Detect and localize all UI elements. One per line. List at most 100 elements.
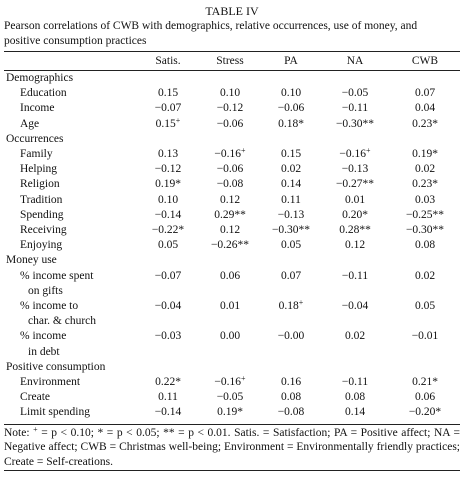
row-label-line: char. & church — [28, 315, 97, 328]
cell-significance: + — [298, 298, 304, 308]
cell: −0.00 — [277, 330, 305, 343]
cell: −0.11 — [341, 269, 369, 282]
table-head: Satis. Stress PA NA CWB — [4, 51, 460, 71]
cell-value: −0.16 — [214, 148, 242, 161]
note-text: Note: — [4, 426, 34, 439]
section-heading: Money use — [6, 254, 57, 267]
cell: 0.05 — [280, 239, 302, 252]
row-label: Education — [4, 86, 138, 101]
row-label: Receiving — [4, 223, 138, 238]
cell: 0.07 — [414, 87, 436, 100]
data-row: Income −0.07 −0.12 −0.06 −0.11 0.04 — [4, 101, 460, 116]
data-row: Education 0.15 0.10 0.10 −0.05 0.07 — [4, 86, 460, 101]
cell: 0.08 — [344, 391, 366, 404]
row-label-line: Receiving — [20, 224, 67, 237]
column-header: NA — [346, 55, 364, 67]
table-note: Note: + = p < 0.10; * = p < 0.05; ** = p… — [4, 423, 460, 472]
cell: −0.06 — [216, 163, 244, 176]
cell: 0.29** — [214, 208, 246, 221]
cell: 0.02 — [414, 269, 436, 282]
cell: −0.12 — [216, 102, 244, 115]
section-heading: Demographics — [6, 72, 74, 84]
row-label-line: Age — [20, 117, 40, 130]
cell: −0.07 — [154, 102, 182, 115]
cell: 0.15+ — [138, 115, 198, 132]
cell: 0.08 — [280, 391, 302, 404]
row-label: Spending — [4, 208, 138, 223]
row-label-line: Spending — [20, 208, 64, 221]
cell: 0.12 — [219, 224, 241, 237]
cell: 0.01 — [344, 193, 366, 206]
data-row: Limit spending −0.14 0.19* −0.08 0.14 −0.20* — [4, 405, 460, 420]
note-text: = p < 0.10; * = p < 0.05; ** = p < 0.01.… — [4, 426, 460, 468]
cell: 0.02 — [414, 163, 436, 176]
data-row: Religion 0.19* −0.08 0.14 −0.27** 0.23* — [4, 177, 460, 192]
cell: −0.13 — [341, 163, 369, 176]
row-label-line: Limit spending — [20, 406, 90, 419]
table-title: TABLE IV — [205, 4, 259, 18]
cell: −0.16+ — [198, 147, 262, 162]
section-heading: Occurrences — [6, 132, 64, 145]
data-row: % income in debt −0.03 0.00 −0.00 0.02 −0.01 — [4, 329, 460, 359]
data-row: Helping −0.12 −0.06 0.02 −0.13 0.02 — [4, 162, 460, 177]
cell: 0.14 — [344, 406, 366, 419]
cell: 0.06 — [414, 391, 436, 404]
cell: −0.11 — [341, 102, 369, 115]
row-label: Age — [4, 117, 138, 132]
cell: 0.07 — [280, 269, 302, 282]
row-label-line: Create — [20, 391, 51, 404]
cell-significance: + — [175, 115, 181, 125]
cell: −0.06 — [216, 117, 244, 130]
cell: 0.03 — [414, 193, 436, 206]
cell-value: 0.15 — [155, 117, 176, 130]
cell: 0.19* — [217, 406, 243, 419]
row-label: % income to char. & church — [4, 299, 138, 329]
cell: −0.13 — [277, 208, 305, 221]
note-sup: + — [33, 424, 38, 434]
cell-value: −0.16 — [214, 376, 242, 389]
section-row: Money use — [4, 253, 460, 268]
row-label: Helping — [4, 162, 138, 177]
cell: 0.15 — [280, 148, 302, 161]
cell: −0.14 — [154, 406, 182, 419]
row-label-line: Tradition — [20, 193, 63, 206]
row-label-line: Helping — [20, 163, 58, 176]
cell-value: −0.16 — [339, 148, 367, 161]
cell: 0.28** — [339, 224, 371, 237]
cell: 0.06 — [219, 269, 241, 282]
data-row: % income to char. & church −0.04 0.01 0.18+ −… — [4, 299, 460, 329]
cell: −0.25** — [405, 208, 445, 221]
row-label: Religion — [4, 177, 138, 192]
cell: 0.18+ — [262, 299, 320, 329]
row-label-line: Education — [20, 87, 67, 100]
row-label-line: Family — [20, 148, 53, 161]
data-row: % income spent on gifts −0.07 0.06 0.07 −0.11… — [4, 269, 460, 299]
section-row: Occurrences — [4, 132, 460, 147]
cell: 0.08 — [414, 239, 436, 252]
cell: 0.02 — [280, 163, 302, 176]
row-label-line: Environment — [20, 376, 81, 389]
column-header: Satis. — [155, 55, 181, 67]
cell: −0.26** — [210, 239, 250, 252]
row-label-line: in debt — [28, 345, 60, 358]
cell: −0.07 — [154, 269, 182, 282]
table-body: Demographics Education 0.15 0.10 0.10 −0.05 0.… — [4, 71, 460, 421]
cell-value: 0.18 — [278, 300, 299, 313]
cell: 0.02 — [344, 330, 366, 343]
cell: −0.12 — [154, 163, 182, 176]
data-row: Environment 0.22* −0.16+ 0.16 −0.11 0.21* — [4, 375, 460, 390]
cell: −0.08 — [277, 406, 305, 419]
header-blank — [4, 52, 138, 71]
correlation-table: Satis. Stress PA NA CWB Demographics Educatio… — [4, 51, 460, 421]
cell: 0.05 — [414, 300, 436, 313]
row-label: Environment — [4, 375, 138, 390]
cell: −0.05 — [341, 87, 369, 100]
row-label-line: % income — [20, 330, 67, 343]
column-header: CWB — [411, 55, 439, 67]
row-label: Income — [4, 101, 138, 116]
cell: −0.01 — [411, 330, 439, 343]
cell: −0.11 — [341, 376, 369, 389]
cell: −0.04 — [341, 300, 369, 313]
cell: −0.30** — [335, 117, 375, 130]
cell: −0.06 — [277, 102, 305, 115]
